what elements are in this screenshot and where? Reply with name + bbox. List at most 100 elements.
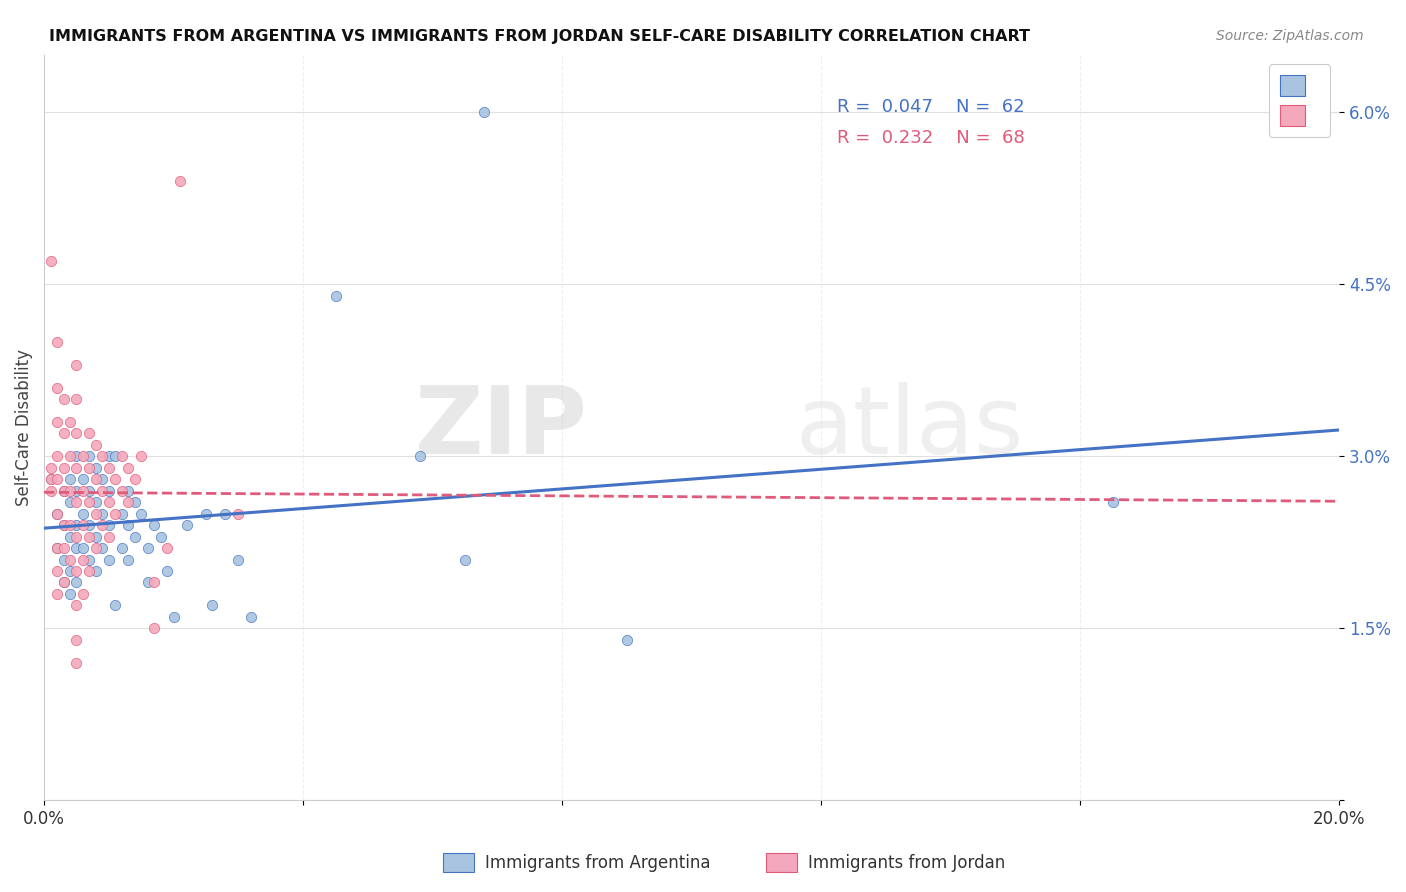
Point <box>59 472 82 486</box>
Point <box>39 472 62 486</box>
Point <box>79 564 101 578</box>
Point <box>52 541 75 555</box>
Text: R =  0.232    N =  68: R = 0.232 N = 68 <box>837 129 1025 147</box>
Text: atlas: atlas <box>796 382 1024 474</box>
Point <box>65 358 87 372</box>
Point <box>79 530 101 544</box>
Point <box>46 564 69 578</box>
Point <box>325 289 347 303</box>
Point <box>65 483 87 498</box>
Point <box>72 518 94 533</box>
Text: Source: ZipAtlas.com: Source: ZipAtlas.com <box>1216 29 1364 43</box>
Point <box>84 460 107 475</box>
Point <box>79 552 101 566</box>
Point <box>176 518 198 533</box>
Point <box>97 495 120 509</box>
Point <box>91 507 114 521</box>
Point <box>72 483 94 498</box>
Point <box>52 575 75 590</box>
Point <box>117 483 139 498</box>
Point <box>79 483 101 498</box>
Point <box>59 530 82 544</box>
Point <box>65 599 87 613</box>
Point <box>143 518 166 533</box>
Point <box>91 541 114 555</box>
Point <box>124 495 146 509</box>
Point <box>52 392 75 406</box>
Point <box>214 507 236 521</box>
Point <box>52 483 75 498</box>
Point <box>65 426 87 441</box>
Point <box>59 518 82 533</box>
Point <box>91 518 114 533</box>
Point <box>84 564 107 578</box>
Point <box>46 380 69 394</box>
Point <box>149 530 172 544</box>
Point <box>84 472 107 486</box>
Point <box>46 541 69 555</box>
Point <box>129 450 152 464</box>
Text: ZIP: ZIP <box>415 382 588 474</box>
Point <box>143 621 166 635</box>
Point <box>111 450 134 464</box>
Point <box>79 518 101 533</box>
Point <box>59 587 82 601</box>
Point <box>72 552 94 566</box>
Point <box>72 472 94 486</box>
Point <box>46 450 69 464</box>
Bar <box>443 853 474 872</box>
Point <box>46 415 69 429</box>
Point <box>65 495 87 509</box>
Point <box>52 518 75 533</box>
Point <box>72 507 94 521</box>
Point <box>65 564 87 578</box>
Point <box>228 552 250 566</box>
Point <box>84 495 107 509</box>
Text: IMMIGRANTS FROM ARGENTINA VS IMMIGRANTS FROM JORDAN SELF-CARE DISABILITY CORRELA: IMMIGRANTS FROM ARGENTINA VS IMMIGRANTS … <box>49 29 1031 44</box>
Point <box>52 575 75 590</box>
Point <box>91 472 114 486</box>
Point <box>84 438 107 452</box>
Point <box>59 552 82 566</box>
Point <box>240 609 263 624</box>
Point <box>65 541 87 555</box>
Point <box>143 575 166 590</box>
Point <box>156 541 179 555</box>
Point <box>454 552 477 566</box>
Point <box>65 392 87 406</box>
Point <box>409 450 432 464</box>
Point <box>97 460 120 475</box>
Point <box>39 472 62 486</box>
Point <box>65 656 87 670</box>
Point <box>91 483 114 498</box>
Point <box>111 483 134 498</box>
Point <box>228 507 250 521</box>
Point <box>97 530 120 544</box>
Point <box>195 507 218 521</box>
Point <box>124 530 146 544</box>
Point <box>84 541 107 555</box>
Point <box>91 450 114 464</box>
Point <box>46 587 69 601</box>
Point <box>111 541 134 555</box>
Point <box>72 450 94 464</box>
Point <box>65 460 87 475</box>
Point <box>65 632 87 647</box>
Point <box>59 415 82 429</box>
Point <box>46 507 69 521</box>
Point <box>97 518 120 533</box>
Point <box>111 507 134 521</box>
Point <box>117 460 139 475</box>
Point <box>97 450 120 464</box>
Point <box>65 450 87 464</box>
Point <box>117 552 139 566</box>
Point <box>59 495 82 509</box>
Point <box>52 426 75 441</box>
Point <box>104 472 127 486</box>
Point <box>97 552 120 566</box>
Point <box>79 460 101 475</box>
Point <box>52 460 75 475</box>
Point <box>46 507 69 521</box>
Point <box>52 518 75 533</box>
Point <box>39 460 62 475</box>
